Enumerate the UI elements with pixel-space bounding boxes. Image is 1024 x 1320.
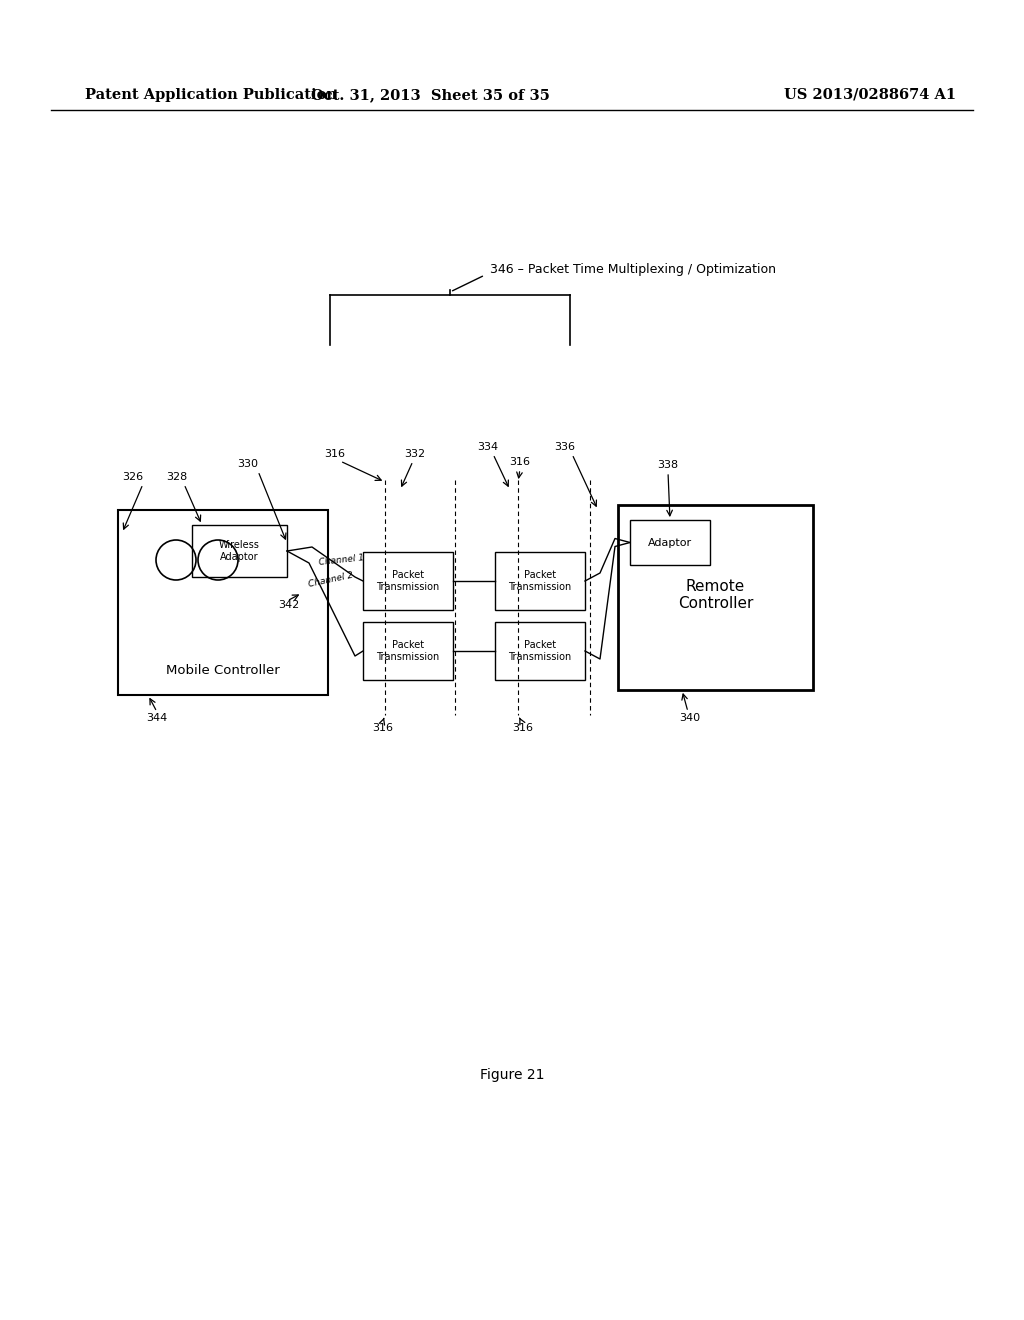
Text: 328: 328 — [166, 473, 187, 482]
Text: 330: 330 — [238, 459, 258, 469]
Text: Patent Application Publication: Patent Application Publication — [85, 88, 337, 102]
Text: 316: 316 — [373, 723, 393, 733]
FancyBboxPatch shape — [118, 510, 328, 696]
Text: Wireless
Adaptor: Wireless Adaptor — [219, 540, 260, 562]
Text: 334: 334 — [477, 442, 499, 451]
Text: Figure 21: Figure 21 — [480, 1068, 544, 1082]
Text: Adaptor: Adaptor — [648, 537, 692, 548]
Text: Oct. 31, 2013  Sheet 35 of 35: Oct. 31, 2013 Sheet 35 of 35 — [310, 88, 550, 102]
Text: Channel 1: Channel 1 — [318, 553, 365, 566]
Text: Packet
Transmission: Packet Transmission — [377, 570, 439, 591]
Text: Packet
Transmission: Packet Transmission — [377, 640, 439, 661]
Text: 316: 316 — [512, 723, 534, 733]
FancyBboxPatch shape — [362, 552, 453, 610]
Text: 326: 326 — [123, 473, 143, 482]
Text: Channel 2: Channel 2 — [308, 570, 354, 589]
FancyBboxPatch shape — [193, 525, 287, 577]
Text: 344: 344 — [146, 713, 168, 723]
Text: 332: 332 — [404, 449, 426, 459]
Text: Packet
Transmission: Packet Transmission — [508, 570, 571, 591]
Text: Mobile Controller: Mobile Controller — [166, 664, 280, 676]
FancyBboxPatch shape — [618, 506, 813, 690]
FancyBboxPatch shape — [362, 622, 453, 680]
Text: US 2013/0288674 A1: US 2013/0288674 A1 — [784, 88, 956, 102]
Text: 316: 316 — [325, 449, 345, 459]
Text: Packet
Transmission: Packet Transmission — [508, 640, 571, 661]
Text: 336: 336 — [555, 442, 575, 451]
FancyBboxPatch shape — [495, 622, 585, 680]
Text: 340: 340 — [680, 713, 700, 723]
Text: 346 – Packet Time Multiplexing / Optimization: 346 – Packet Time Multiplexing / Optimiz… — [490, 264, 776, 276]
Text: 342: 342 — [278, 601, 299, 610]
Text: 316: 316 — [510, 457, 530, 467]
Text: 338: 338 — [657, 459, 679, 470]
FancyBboxPatch shape — [495, 552, 585, 610]
Text: Remote
Controller: Remote Controller — [678, 578, 754, 611]
FancyBboxPatch shape — [630, 520, 710, 565]
